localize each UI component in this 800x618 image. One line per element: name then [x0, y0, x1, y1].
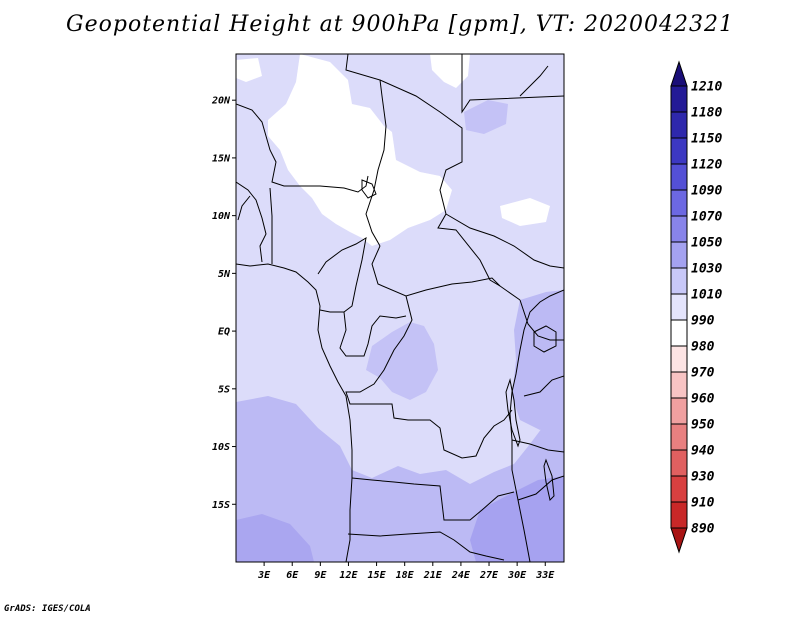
- lat-tick-label: 15S: [212, 500, 230, 511]
- colorbar-box: [670, 423, 688, 451]
- lake-malawi: [543, 458, 555, 501]
- colorbar-label: 980: [691, 340, 715, 355]
- colorbar-label: 940: [691, 444, 715, 459]
- border-gabon-congo: [339, 311, 407, 357]
- country-borders: [236, 54, 564, 562]
- border-drc: [345, 295, 513, 459]
- colorbar-box: [670, 241, 688, 269]
- colorbar-box: [670, 267, 688, 295]
- border-niger-chad: [345, 54, 387, 247]
- colorbar-box: [670, 449, 688, 477]
- lon-tick-label: 24E: [451, 570, 471, 581]
- colorbar-label: 1010: [691, 288, 722, 303]
- lake-victoria: [533, 325, 557, 353]
- colorbar-box: [670, 163, 688, 191]
- lat-tick-label: 5S: [218, 384, 230, 395]
- colorbar-label: 990: [691, 314, 715, 329]
- border-libya-egypt: [379, 79, 521, 301]
- colorbar-label: 910: [691, 496, 715, 511]
- colorbar-label: 1180: [691, 106, 722, 121]
- colorbar-box: [670, 111, 688, 139]
- border-sahara-north: [236, 103, 369, 193]
- lon-tick-label: 6E: [286, 570, 299, 581]
- lon-tick-label: 33E: [535, 570, 555, 581]
- colorbar-box: [670, 501, 688, 529]
- map-panel: 20N 15N 10N 5N EQ 5S 10S 15S 3E 6E 9E 12E 15E 18E 21E…: [211, 53, 565, 581]
- contour-band-1010: [268, 54, 452, 246]
- contour-band-1030-congo: [366, 322, 438, 400]
- colorbar-label: 950: [691, 418, 715, 433]
- colorbar-label: 1030: [691, 262, 722, 277]
- contour-band-1010-west: [236, 58, 262, 82]
- border-east-inland: [511, 299, 564, 501]
- contour-band-1010-north: [430, 54, 470, 88]
- contour-band-1050-southwest: [236, 514, 314, 562]
- lat-tick-label: 15N: [212, 153, 231, 164]
- colorbar-bottom-arrow: [670, 527, 688, 554]
- coastline-east-africa: [509, 289, 564, 562]
- lat-tick-label: 10S: [212, 442, 230, 453]
- contour-band-1030-sudan: [464, 100, 508, 134]
- colorbar-box: [670, 345, 688, 373]
- colorbar-top-arrow: [670, 60, 688, 87]
- lat-tick-label: EQ: [218, 327, 230, 338]
- border-cameroon: [317, 237, 367, 313]
- lat-tick-label: 10N: [212, 211, 231, 222]
- lon-tick-label: 30E: [507, 570, 527, 581]
- lon-tick-label: 18E: [396, 570, 415, 581]
- lake-tanganyika: [505, 378, 521, 448]
- colorbar-box: [670, 293, 688, 321]
- lon-tick-label: 15E: [368, 570, 387, 581]
- lat-tick-label: 5N: [218, 269, 231, 280]
- map-frame: [235, 53, 565, 563]
- colorbar-box: [670, 319, 688, 347]
- lat-tick-label: 20N: [211, 96, 231, 107]
- latitude-axis: 20N 15N 10N 5N EQ 5S 10S 15S: [211, 96, 236, 511]
- contour-band-1050-southeast: [470, 476, 564, 562]
- colorbar-box: [670, 85, 688, 113]
- border-south: [347, 531, 505, 561]
- contour-band-1010-east: [500, 198, 550, 226]
- colorbar-box: [670, 397, 688, 425]
- contour-band-1030-east: [512, 290, 564, 430]
- contour-fills: [236, 54, 564, 562]
- colorbar-box: [670, 137, 688, 165]
- map-title: Geopotential Height at 900hPa [gpm], VT:…: [66, 12, 734, 37]
- coast-lake-chad: [361, 179, 377, 199]
- colorbar-label: 960: [691, 392, 715, 407]
- colorbar-label: 1090: [691, 184, 722, 199]
- border-sudan-north: [461, 54, 564, 114]
- colorbar-box: [670, 475, 688, 503]
- colorbar-box: [670, 215, 688, 243]
- colorbar-label: 1120: [691, 158, 722, 173]
- colorbar-label: 1150: [691, 132, 722, 147]
- colorbar-label: 890: [691, 522, 715, 537]
- colorbar-label: 1050: [691, 236, 722, 251]
- lon-tick-label: 21E: [423, 570, 443, 581]
- colorbar-box: [670, 189, 688, 217]
- grads-credit: GrADS: IGES/COLA: [4, 604, 91, 614]
- colorbar-label: 1210: [691, 80, 722, 95]
- colorbar-label: 1070: [691, 210, 722, 225]
- colorbar-label: 930: [691, 470, 715, 485]
- colorbar-label: 970: [691, 366, 715, 381]
- border-angola-zambia: [351, 477, 515, 521]
- lon-tick-label: 27E: [479, 570, 499, 581]
- border-sudan-south: [445, 213, 564, 269]
- border-westafrica-inland: [236, 181, 273, 264]
- coast-redsea: [519, 65, 549, 97]
- border-car: [371, 245, 501, 297]
- lon-tick-label: 9E: [314, 570, 327, 581]
- colorbar: 1210 1180 1150 1120 1090 1070 1050 1030 1010 990 9…: [670, 60, 722, 554]
- lon-tick-label: 12E: [339, 570, 358, 581]
- lon-tick-label: 3E: [257, 570, 271, 581]
- colorbar-box: [670, 371, 688, 399]
- longitude-axis: 3E 6E 9E 12E 15E 18E 21E 24E 27E 30E 33E: [257, 562, 555, 581]
